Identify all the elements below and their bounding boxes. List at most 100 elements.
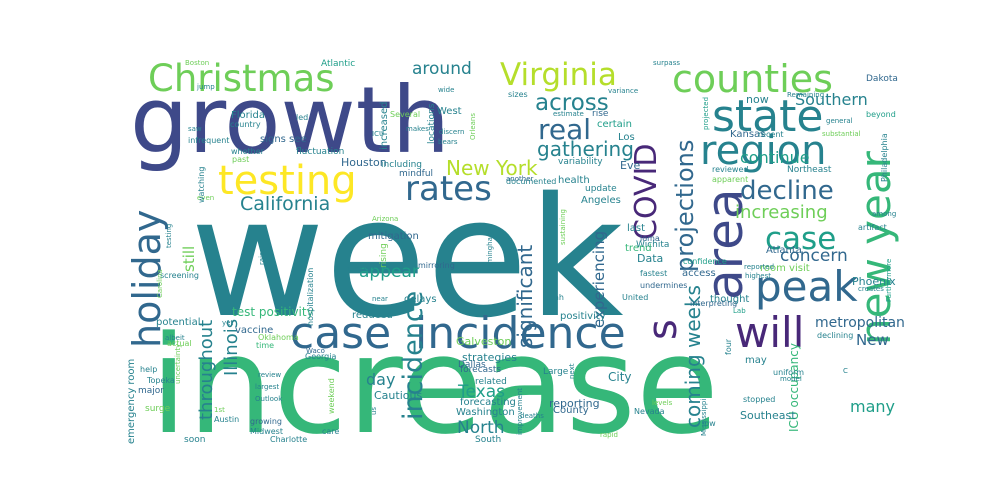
- word-south: South: [475, 435, 502, 445]
- word-projections: projections: [671, 139, 699, 272]
- word-confidence: confidence: [683, 257, 727, 266]
- word-washington: Washington: [456, 407, 515, 418]
- word-new: New: [856, 331, 889, 349]
- word-creates: creates: [858, 285, 884, 293]
- word-virginia: Virginia: [500, 57, 617, 93]
- word-sustaining: sustaining: [559, 209, 567, 245]
- word-data: Data: [637, 252, 664, 265]
- word-case-small: case: [765, 221, 837, 257]
- word-low: low: [702, 419, 716, 428]
- word-weekend: weekend: [327, 378, 336, 414]
- word-christmas: Christmas: [148, 57, 335, 100]
- word-saw: saw: [188, 125, 202, 133]
- word-undermines: undermines: [640, 281, 688, 290]
- word-deaths: deaths: [520, 412, 544, 420]
- word-topeka: Topeka: [147, 376, 175, 385]
- word-yet: yet: [222, 319, 234, 327]
- word-declining: declining: [817, 331, 854, 340]
- word-soon: soon: [184, 435, 206, 445]
- word-midwest: Midwest: [250, 427, 283, 436]
- word-surge: surge: [145, 404, 171, 414]
- word-incidence: incidence: [415, 308, 626, 359]
- word-around: around: [412, 59, 472, 79]
- word-hospitalization: hospitalization: [306, 267, 315, 326]
- word-southern: Southern: [795, 90, 868, 109]
- word-thought: thought: [710, 294, 750, 305]
- word-review: review: [258, 371, 282, 379]
- word-jump: jump: [197, 83, 215, 91]
- word-testing-small: testing: [165, 223, 173, 248]
- word-new-york: New York: [446, 156, 538, 180]
- word-time: time: [256, 341, 275, 350]
- word-will: will: [735, 308, 805, 357]
- word-major: major: [138, 386, 164, 396]
- word-potential: potential: [156, 317, 201, 328]
- word-apparent: apparent: [712, 175, 749, 184]
- word-appear: appear: [359, 262, 419, 282]
- word-trend: trend: [625, 243, 652, 254]
- word-birmingham: Birmingham: [486, 230, 494, 273]
- word-large: Large: [543, 367, 569, 377]
- word-certain: certain: [597, 119, 632, 130]
- word-highest: highest: [745, 272, 771, 280]
- word-southeast: Southeast: [740, 409, 796, 422]
- word-1st: 1st: [214, 406, 225, 414]
- word-loma: loma: [640, 234, 660, 243]
- word-dallas: Dallas: [458, 360, 486, 370]
- word-remaining: Remaining: [787, 91, 825, 99]
- word-angeles: Angeles: [581, 195, 621, 206]
- word-model: model: [780, 375, 802, 383]
- word-reporting: reporting: [549, 397, 600, 410]
- word-screening: screening: [160, 271, 199, 280]
- word-texas: Texas: [458, 382, 505, 402]
- word-throughout: throughout: [196, 319, 217, 420]
- word-largest: largest: [255, 383, 280, 391]
- word-uniform: uniform: [773, 368, 805, 377]
- word-emergency-room: emergency room: [126, 358, 137, 444]
- word-icu: ICU: [372, 130, 385, 138]
- word-interpreting: interpreting: [690, 299, 738, 308]
- word-waco: Waco: [306, 347, 325, 355]
- word-boston: Boston: [185, 59, 210, 67]
- word-test-positivity: test positivity: [232, 305, 314, 319]
- word-day: day: [366, 370, 396, 389]
- word-austin: Austin: [214, 415, 240, 424]
- word-projected: projected: [702, 96, 710, 130]
- word-see: see: [289, 134, 307, 145]
- word-real: real: [538, 113, 592, 146]
- word-reviewed: reviewed: [712, 165, 749, 174]
- word-mirroring: mirroring: [418, 261, 455, 270]
- word-room-visit: room visit: [760, 263, 810, 274]
- word-related: related: [475, 377, 507, 387]
- word-near: near: [372, 295, 388, 303]
- word-vaccine: vaccine: [235, 325, 274, 336]
- word-strategies: strategies: [462, 351, 517, 364]
- word-whether: whether: [231, 147, 264, 156]
- word-bears: bears: [438, 138, 458, 146]
- word-increasing: increasing: [735, 202, 828, 223]
- word-forecasts: forecasts: [460, 365, 502, 375]
- word-uncertainty: uncertainty: [174, 343, 182, 384]
- word-case: case: [290, 308, 392, 359]
- word-discern: discern: [439, 128, 465, 136]
- word-locations: locations: [427, 103, 437, 144]
- word-growth: growth: [130, 67, 451, 174]
- word-state: state: [712, 91, 824, 142]
- word-charlotte: Charlotte: [270, 435, 308, 444]
- word-week: week: [190, 162, 624, 354]
- word-increase: increase: [150, 307, 720, 464]
- word-another: another: [506, 175, 534, 183]
- word-decline: decline: [740, 176, 834, 206]
- word-general: general: [826, 117, 853, 125]
- word-many: many: [850, 397, 895, 416]
- word-reduced: reduced: [352, 310, 393, 321]
- word-region: region: [700, 128, 827, 174]
- word-outlook: Outlook: [255, 395, 283, 403]
- word-concern: concern: [780, 246, 848, 266]
- word-forecasting: forecasting: [460, 397, 516, 408]
- word-gathering: gathering: [537, 137, 634, 161]
- word-rates: rates: [405, 169, 492, 209]
- word-rapid: rapid: [600, 431, 618, 439]
- word-watching: watching: [197, 166, 206, 203]
- word-past: past: [232, 155, 250, 164]
